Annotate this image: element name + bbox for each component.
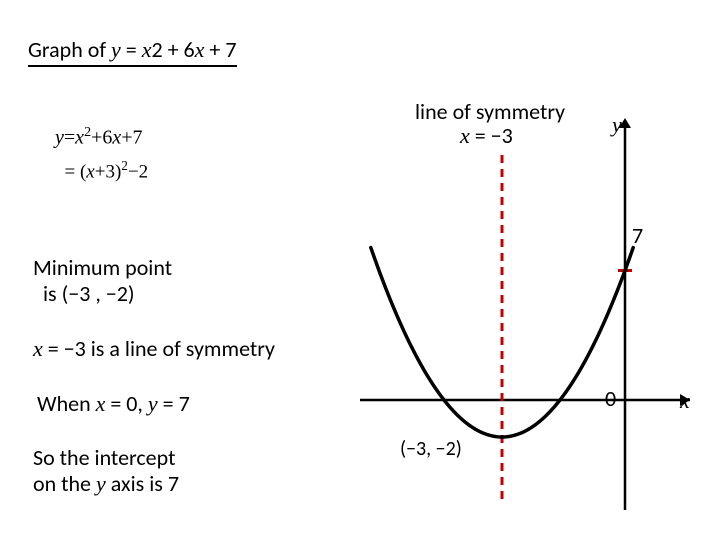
eq2-open: = ( [65, 161, 87, 182]
int-l2b: axis is 7 [106, 470, 179, 497]
title-two: 2 [151, 36, 162, 63]
eq2-pow: 2 [121, 158, 128, 173]
title-plus2: + 7 [204, 36, 236, 63]
minimum-point-text: Minimum point is (−3 , −2) [33, 255, 172, 308]
when-mid: = 0, [105, 390, 148, 417]
page-title: Graph of y = x2 + 6x + 7 [28, 36, 237, 67]
when-x-zero: When x = 0, y = 7 [37, 390, 190, 417]
eq-r2: +7 [121, 127, 142, 149]
title-y: y [111, 37, 121, 62]
min-l2: is (−3 , −2) [33, 281, 172, 307]
int-l2: on the y axis is 7 [33, 471, 179, 497]
los-eq: = −3 [43, 335, 86, 362]
intercept-text: So the intercept on the y axis is 7 [33, 445, 179, 498]
los-x: x [33, 336, 43, 361]
equation-line1: y=x2+6x+7 [55, 125, 148, 150]
title-text: Graph of [28, 36, 111, 63]
title-x2: x [195, 37, 205, 62]
when-tail: = 7 [158, 390, 190, 417]
los-suffix: is a line of symmetry [86, 335, 275, 362]
equation-block: y=x2+6x+7 = (x+3)2−2 [55, 125, 148, 183]
min-l1: Minimum point [33, 255, 172, 281]
eq-eq: = [64, 127, 75, 149]
parabola-graph [370, 100, 700, 520]
equation-line2: = (x+3)2−2 [55, 158, 148, 183]
eq-pow: 2 [84, 125, 91, 140]
title-plus1: + 6 [163, 36, 195, 63]
int-l2y: y [96, 471, 106, 496]
title-x1: x [142, 37, 152, 62]
eq-x: x [75, 127, 84, 149]
int-l1: So the intercept [33, 445, 179, 471]
eq2-rest: +3) [95, 161, 122, 182]
title-eq: = [121, 36, 142, 63]
graph-svg [370, 100, 700, 520]
int-l2a: on the [33, 470, 96, 497]
eq-r1: +6 [91, 127, 112, 149]
eq2-tail: −2 [128, 161, 148, 182]
eq-y: y [55, 127, 64, 149]
when-y: y [148, 391, 158, 416]
eq-x2: x [112, 127, 121, 149]
when-x: x [96, 391, 106, 416]
line-of-symmetry-statement: x = −3 is a line of symmetry [33, 335, 275, 362]
when-word: When [37, 390, 96, 417]
eq2-x: x [86, 161, 94, 182]
